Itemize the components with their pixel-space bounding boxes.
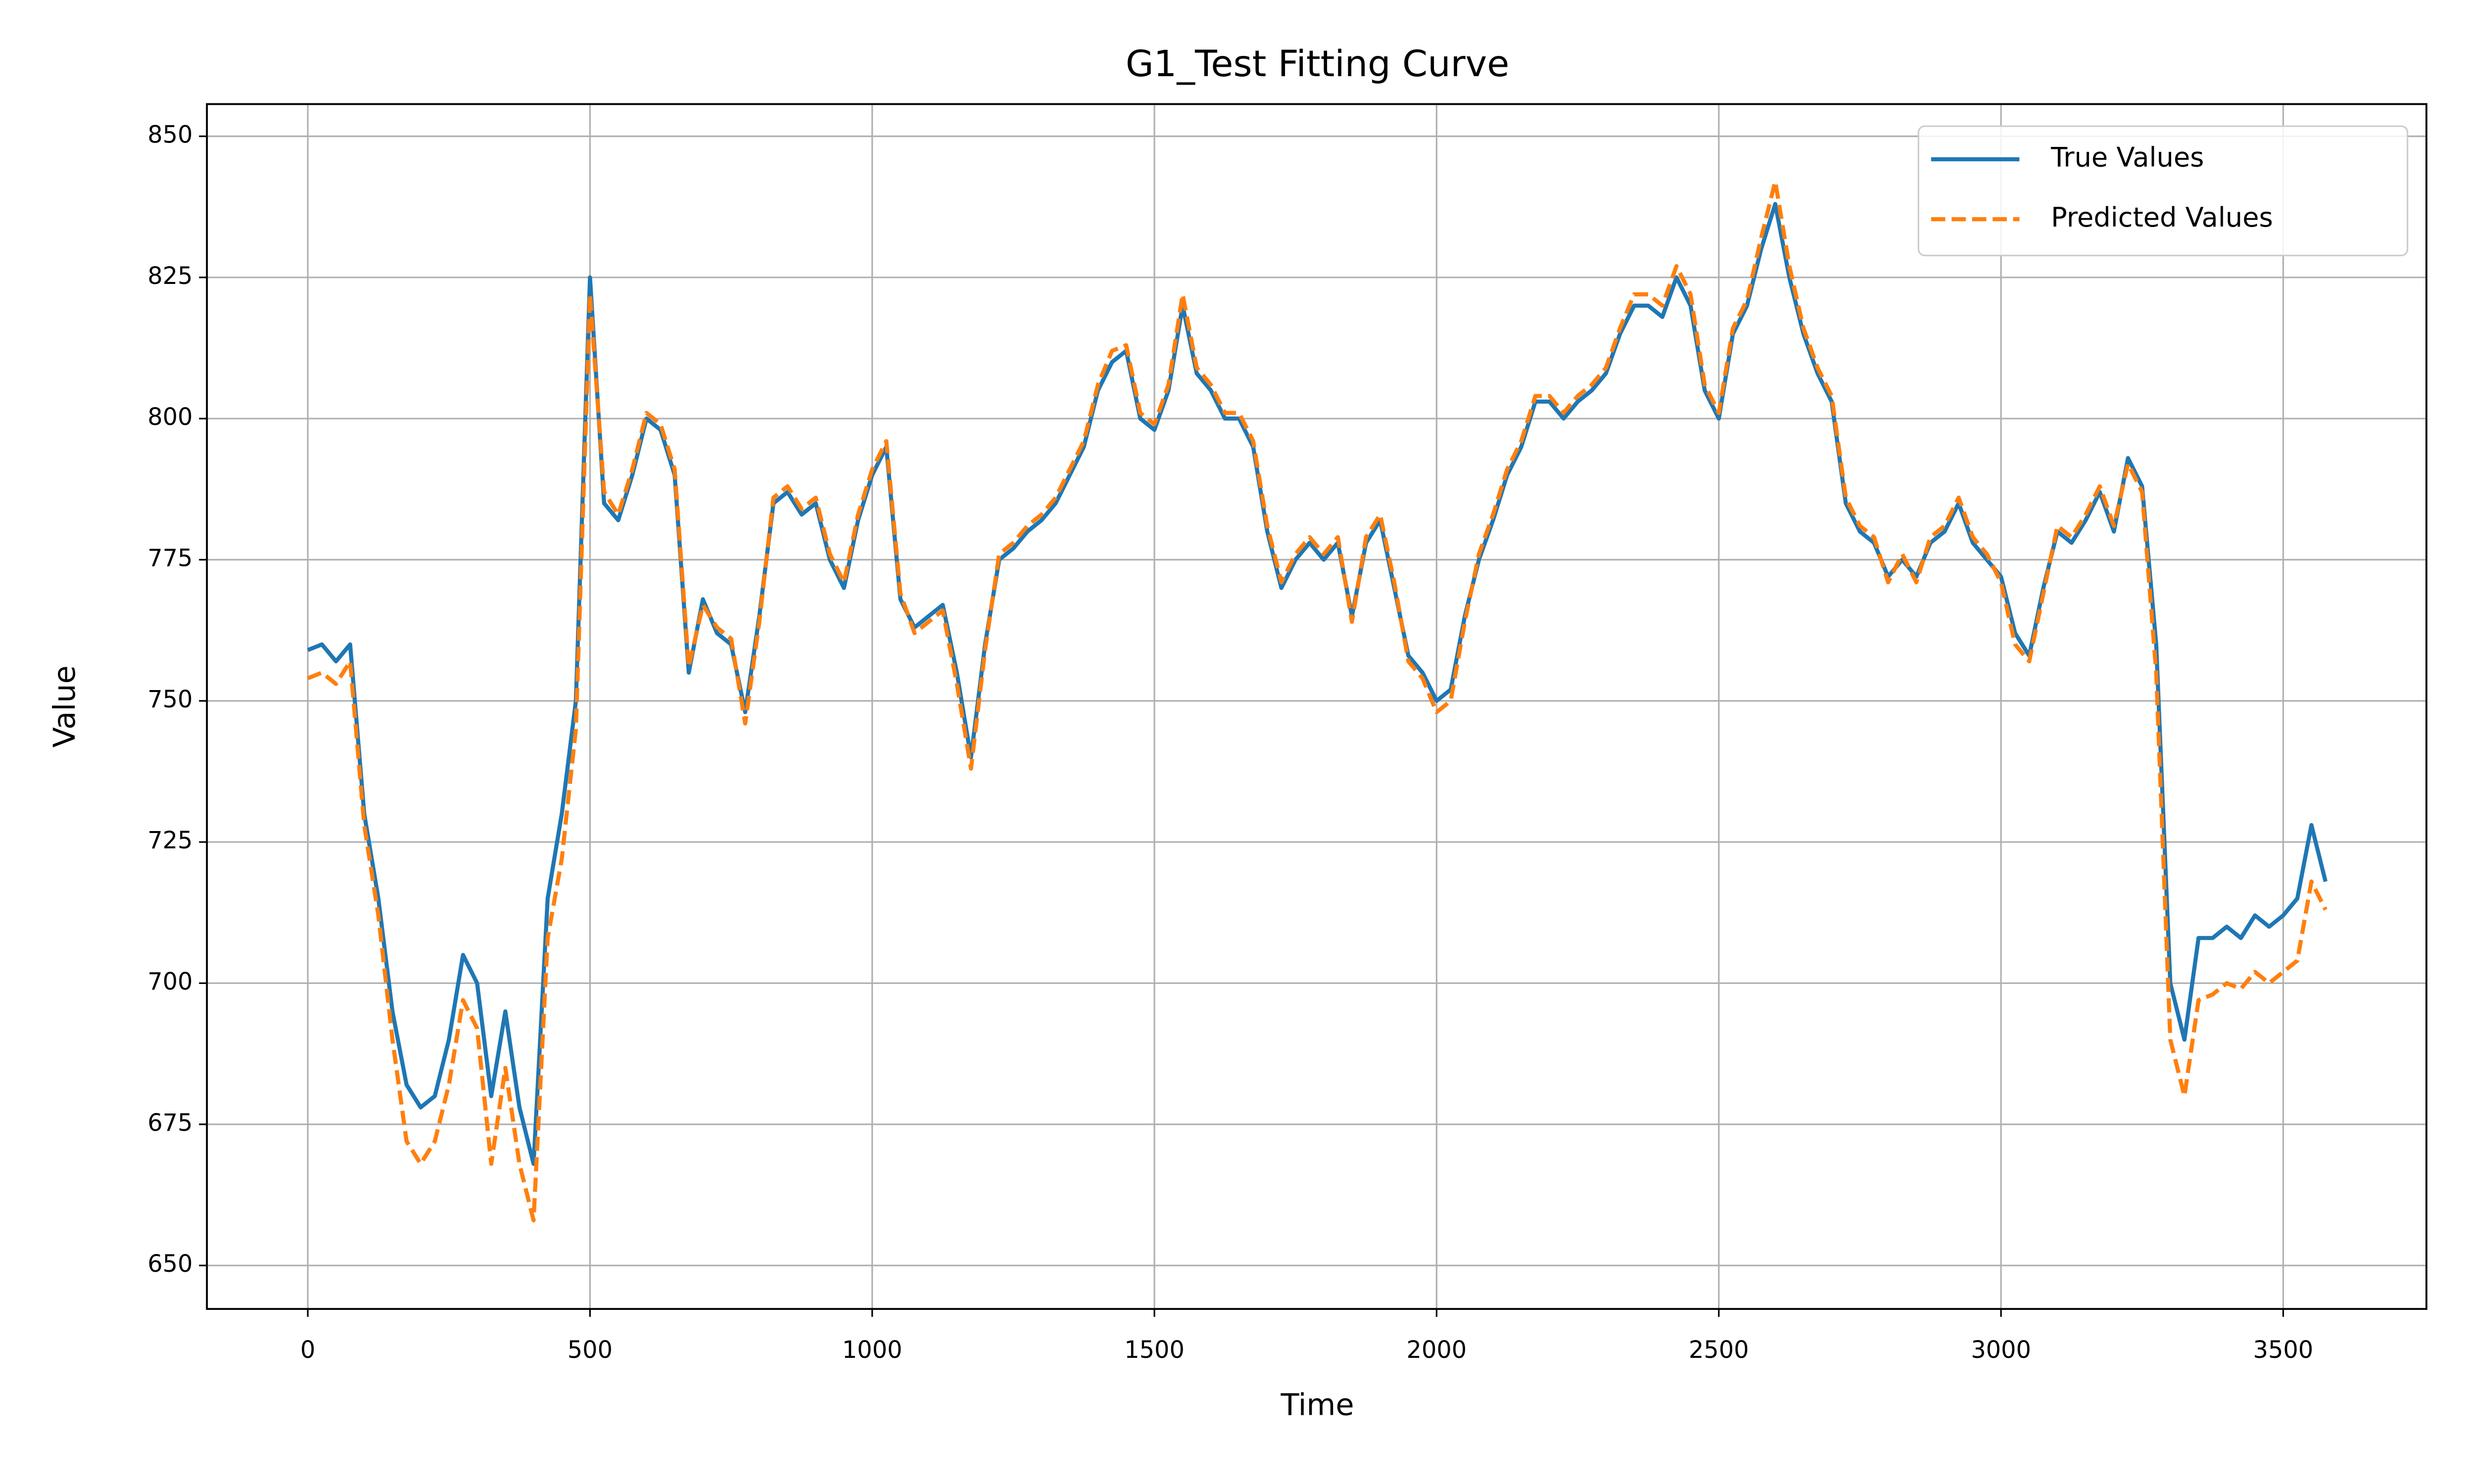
x-tick-label: 3000 [1971,1337,2031,1364]
y-tick-label: 850 [147,121,192,148]
series-line [307,179,2328,1223]
y-tick-label: 650 [147,1251,192,1278]
x-tick-label: 2000 [1407,1337,1467,1364]
legend-label: Predicted Values [2051,202,2273,233]
legend-label: True Values [2050,142,2204,173]
x-tick-label: 1000 [842,1337,903,1364]
y-tick-label: 825 [147,263,192,290]
x-axis-label: Time [1280,1388,1354,1422]
x-tick-label: 500 [568,1337,613,1364]
plot-frame [206,103,2427,1310]
chart-title: G1_Test Fitting Curve [1126,43,1509,85]
x-tick-label: 0 [300,1337,315,1364]
x-tick-label: 2500 [1689,1337,1749,1364]
y-tick-label: 750 [147,686,192,713]
y-axis-label: Value [48,665,82,747]
legend: True Values Predicted Values [1917,125,2409,257]
y-tick-label: 725 [147,827,192,854]
x-tick-label: 1500 [1124,1337,1185,1364]
y-tick-label: 775 [147,545,192,572]
y-tick-label: 800 [147,404,192,431]
y-tick-label: 700 [147,969,192,996]
y-tick-label: 675 [147,1110,192,1137]
legend-box [1917,125,2409,257]
x-tick-label: 3500 [2253,1337,2314,1364]
